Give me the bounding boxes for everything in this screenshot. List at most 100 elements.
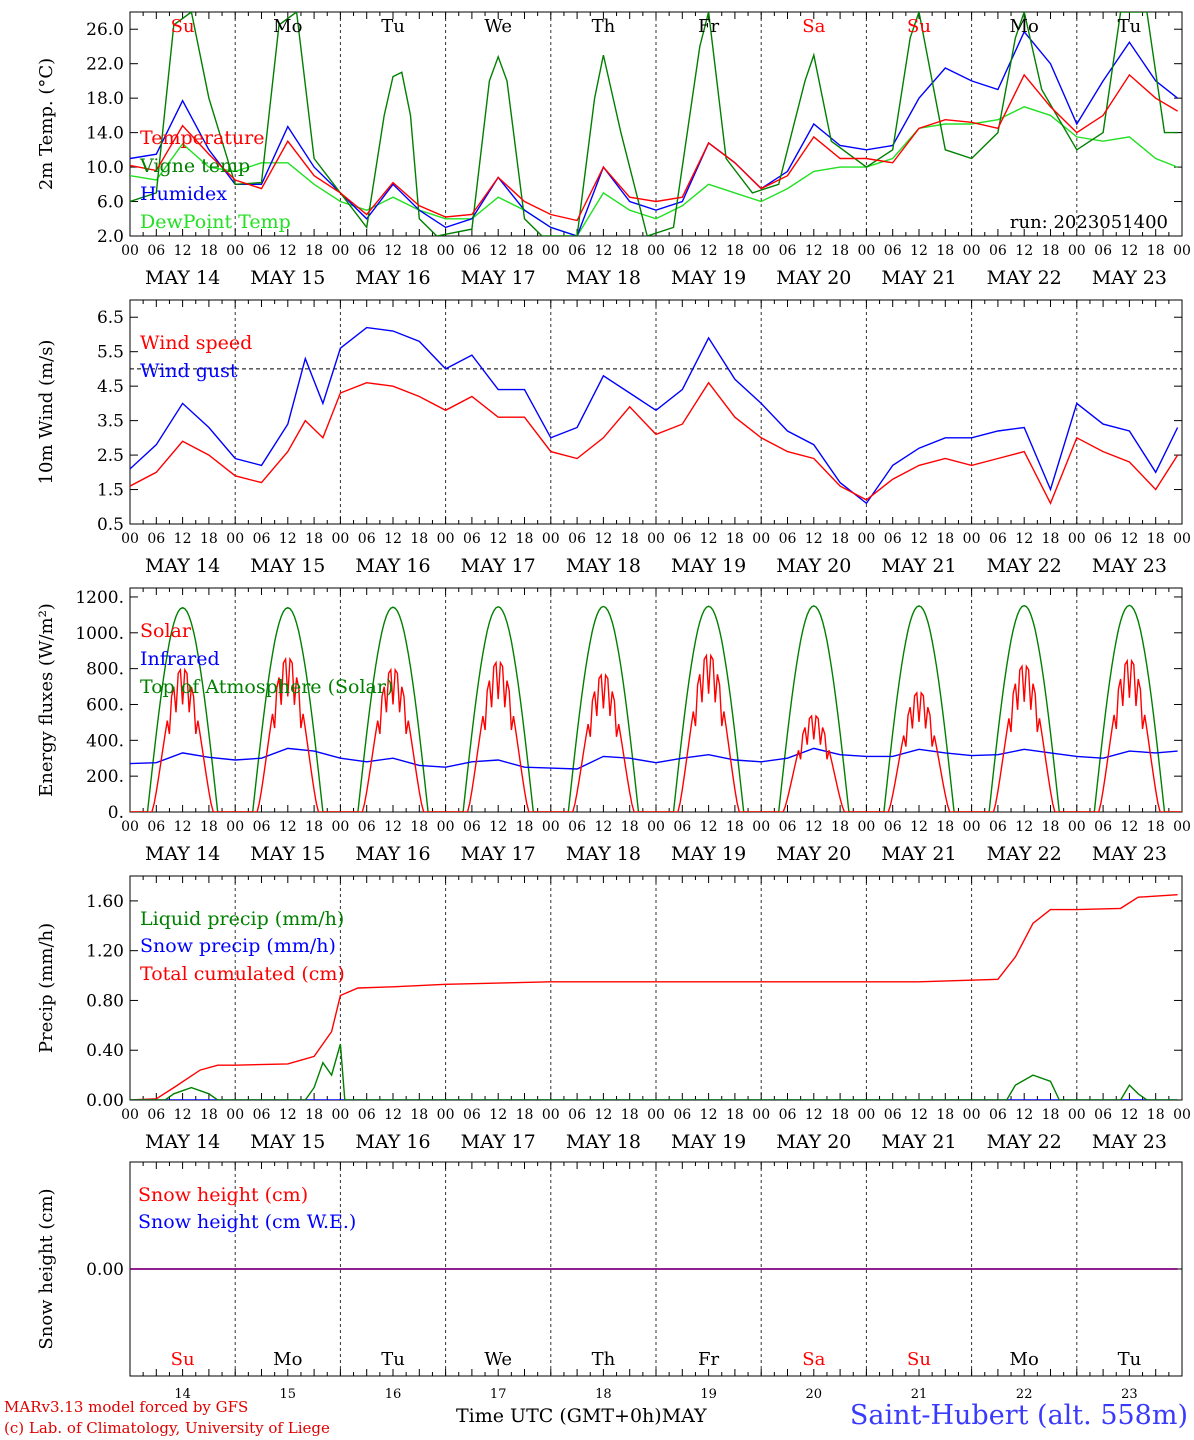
- precip-hour-tick-label: 00: [226, 1107, 244, 1123]
- precip-hour-tick-label: 18: [621, 1107, 639, 1123]
- precip-hour-tick-label: 12: [805, 1107, 823, 1123]
- precip-legend-entry: Snow precip (mm/h): [140, 935, 336, 957]
- energy-hour-tick-label: 06: [673, 819, 691, 835]
- weekday-label-bottom: Su: [907, 1349, 931, 1370]
- weekday-label-bottom: Tu: [1118, 1349, 1142, 1370]
- wind-hour-tick-label: 00: [121, 531, 139, 547]
- precip-date-label: MAY 18: [566, 1131, 641, 1153]
- energy-hour-tick-label: 06: [568, 819, 586, 835]
- wind-hour-tick-label: 00: [647, 531, 665, 547]
- wind-date-label: MAY 14: [145, 555, 220, 577]
- time-axis-label: Time UTC (GMT+0h)MAY: [456, 1405, 707, 1427]
- wind-hour-tick-label: 12: [805, 531, 823, 547]
- precip-hour-tick-label: 00: [1173, 1107, 1191, 1123]
- energy-hour-tick-label: 18: [621, 819, 639, 835]
- energy-hour-tick-label: 00: [857, 819, 875, 835]
- energy-hour-tick-label: 18: [516, 819, 534, 835]
- energy-legend-entry: Top of Atmosphere (Solar): [140, 676, 393, 698]
- weekday-label-top: We: [484, 16, 512, 37]
- wind-y-tick-label: 3.5: [97, 412, 124, 432]
- wind-frame: [129, 299, 1183, 525]
- precip-hour-tick-label: 00: [752, 1107, 770, 1123]
- wind-hour-tick-label: 12: [910, 531, 928, 547]
- wind-date-label: MAY 21: [881, 555, 956, 577]
- precip-hour-tick-label: 06: [568, 1107, 586, 1123]
- temp-date-label: MAY 16: [355, 267, 430, 289]
- wind-date-label: MAY 17: [461, 555, 536, 577]
- wind-hour-tick-label: 00: [331, 531, 349, 547]
- weekday-label-bottom: Mo: [273, 1349, 302, 1370]
- wind-date-label: MAY 18: [566, 555, 641, 577]
- energy-date-label: MAY 16: [355, 843, 430, 865]
- energy-hour-tick-label: 12: [594, 819, 612, 835]
- wind-hour-tick-label: 18: [1147, 531, 1165, 547]
- day-number-label: 20: [806, 1387, 823, 1402]
- wind-hour-tick-label: 06: [253, 531, 271, 547]
- wind-hour-tick-label: 06: [147, 531, 165, 547]
- precip-hour-tick-label: 06: [989, 1107, 1007, 1123]
- precip-legend-entry: Total cumulated (cm): [140, 963, 345, 985]
- precip-y-tick-label: 0.00: [86, 1091, 124, 1111]
- energy-y-tick-label: 0.: [108, 803, 124, 823]
- precip-y-tick-label: 0.40: [86, 1041, 124, 1061]
- precip-date-label: MAY 16: [355, 1131, 430, 1153]
- energy-hour-tick-label: 00: [331, 819, 349, 835]
- temp-hour-tick-label: 18: [621, 243, 639, 259]
- wind-y-tick-label: 1.5: [97, 481, 124, 501]
- energy-hour-tick-label: 18: [200, 819, 218, 835]
- energy-date-label: MAY 17: [461, 843, 536, 865]
- wind-y-tick-label: 2.5: [97, 446, 124, 466]
- temp-y-tick-label: 10.0: [86, 158, 124, 178]
- energy-y-tick-label: 400.: [86, 731, 124, 751]
- energy-y-tick-label: 200.: [86, 767, 124, 787]
- wind-y-tick-label: 4.5: [97, 377, 124, 397]
- snow-y-tick-label: 0.00: [86, 1260, 124, 1280]
- temp-date-label: MAY 20: [776, 267, 851, 289]
- energy-series-top-of-atmosphere-solar-: [130, 604, 1182, 812]
- temp-y-tick-label: 26.0: [86, 20, 124, 40]
- precip-series-liquid-precip-mm-h-: [130, 1043, 1178, 1100]
- energy-hour-tick-label: 06: [253, 819, 271, 835]
- temp-y-tick-label: 2.0: [97, 227, 124, 247]
- temp-hour-tick-label: 00: [542, 243, 560, 259]
- energy-date-label: MAY 19: [671, 843, 746, 865]
- wind-date-label: MAY 16: [355, 555, 430, 577]
- precip-date-label: MAY 17: [461, 1131, 536, 1153]
- temp-hour-tick-label: 18: [516, 243, 534, 259]
- wind-hour-tick-label: 12: [1015, 531, 1033, 547]
- energy-hour-tick-label: 00: [1068, 819, 1086, 835]
- energy-hour-tick-label: 00: [752, 819, 770, 835]
- precip-y-tick-label: 0.80: [86, 991, 124, 1011]
- precip-hour-tick-label: 06: [884, 1107, 902, 1123]
- weekday-label-bottom: Tu: [381, 1349, 405, 1370]
- precip-hour-tick-label: 06: [1094, 1107, 1112, 1123]
- energy-date-label: MAY 14: [145, 843, 220, 865]
- precip-hour-tick-label: 00: [963, 1107, 981, 1123]
- temp-hour-tick-label: 12: [1015, 243, 1033, 259]
- energy-hour-tick-label: 12: [489, 819, 507, 835]
- precip-hour-tick-label: 18: [726, 1107, 744, 1123]
- weekday-label-top: Sa: [802, 16, 825, 37]
- wind-date-label: MAY 15: [250, 555, 325, 577]
- temp-series-dewpoint-temp: [130, 106, 1178, 236]
- energy-date-label: MAY 15: [250, 843, 325, 865]
- lab-credit: (c) Lab. of Climatology, University of L…: [4, 1419, 330, 1437]
- precip-date-label: MAY 14: [145, 1131, 220, 1153]
- energy-date-label: MAY 18: [566, 843, 641, 865]
- wind-hour-tick-label: 18: [726, 531, 744, 547]
- wind-hour-tick-label: 12: [174, 531, 192, 547]
- energy-series-solar: [130, 653, 1182, 812]
- weekday-label-bottom: Sa: [802, 1349, 825, 1370]
- wind-hour-tick-label: 06: [779, 531, 797, 547]
- precip-hour-tick-label: 18: [831, 1107, 849, 1123]
- energy-hour-tick-label: 00: [1173, 819, 1191, 835]
- wind-y-tick-label: 6.5: [97, 308, 124, 328]
- energy-date-label: MAY 20: [776, 843, 851, 865]
- energy-hour-tick-label: 12: [700, 819, 718, 835]
- energy-date-label: MAY 22: [987, 843, 1062, 865]
- day-number-label: 15: [280, 1387, 297, 1402]
- precip-hour-tick-label: 06: [358, 1107, 376, 1123]
- temp-hour-tick-label: 18: [831, 243, 849, 259]
- energy-hour-tick-label: 12: [279, 819, 297, 835]
- wind-hour-tick-label: 00: [963, 531, 981, 547]
